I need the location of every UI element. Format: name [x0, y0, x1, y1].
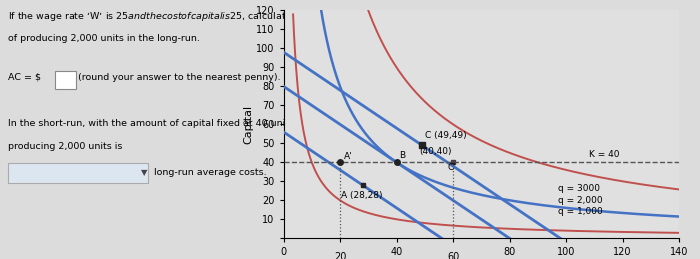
Text: A (28,28): A (28,28) — [342, 191, 383, 200]
Text: (round your answer to the nearest penny).: (round your answer to the nearest penny)… — [78, 73, 281, 82]
Text: q = 1,000: q = 1,000 — [557, 207, 602, 216]
Y-axis label: Capital: Capital — [243, 105, 253, 144]
Text: AC = $: AC = $ — [8, 73, 41, 82]
Text: K = 40: K = 40 — [589, 150, 619, 160]
Text: A': A' — [344, 152, 353, 161]
Text: 20: 20 — [334, 251, 346, 259]
Text: of producing 2,000 units in the long-run.: of producing 2,000 units in the long-run… — [8, 34, 200, 43]
FancyBboxPatch shape — [55, 71, 76, 89]
Text: C (49,49): C (49,49) — [425, 131, 466, 140]
Text: 60: 60 — [447, 251, 459, 259]
Text: B: B — [399, 150, 405, 160]
Text: producing 2,000 units is: producing 2,000 units is — [8, 142, 122, 152]
Text: In the short-run, with the amount of capital fixed at 40 units, average total co: In the short-run, with the amount of cap… — [8, 119, 399, 128]
Text: C': C' — [447, 163, 456, 172]
Text: long-run average costs.: long-run average costs. — [154, 168, 267, 177]
Text: ▼: ▼ — [141, 168, 148, 177]
FancyBboxPatch shape — [8, 163, 148, 183]
Text: If the wage rate ‘W’ is $25 and the cost of capital is $25, calculate the averag: If the wage rate ‘W’ is $25 and the cost… — [8, 10, 376, 23]
Text: q = 2,000: q = 2,000 — [557, 196, 602, 205]
Text: q = 3000: q = 3000 — [557, 184, 599, 193]
Text: (40,40): (40,40) — [419, 147, 452, 156]
